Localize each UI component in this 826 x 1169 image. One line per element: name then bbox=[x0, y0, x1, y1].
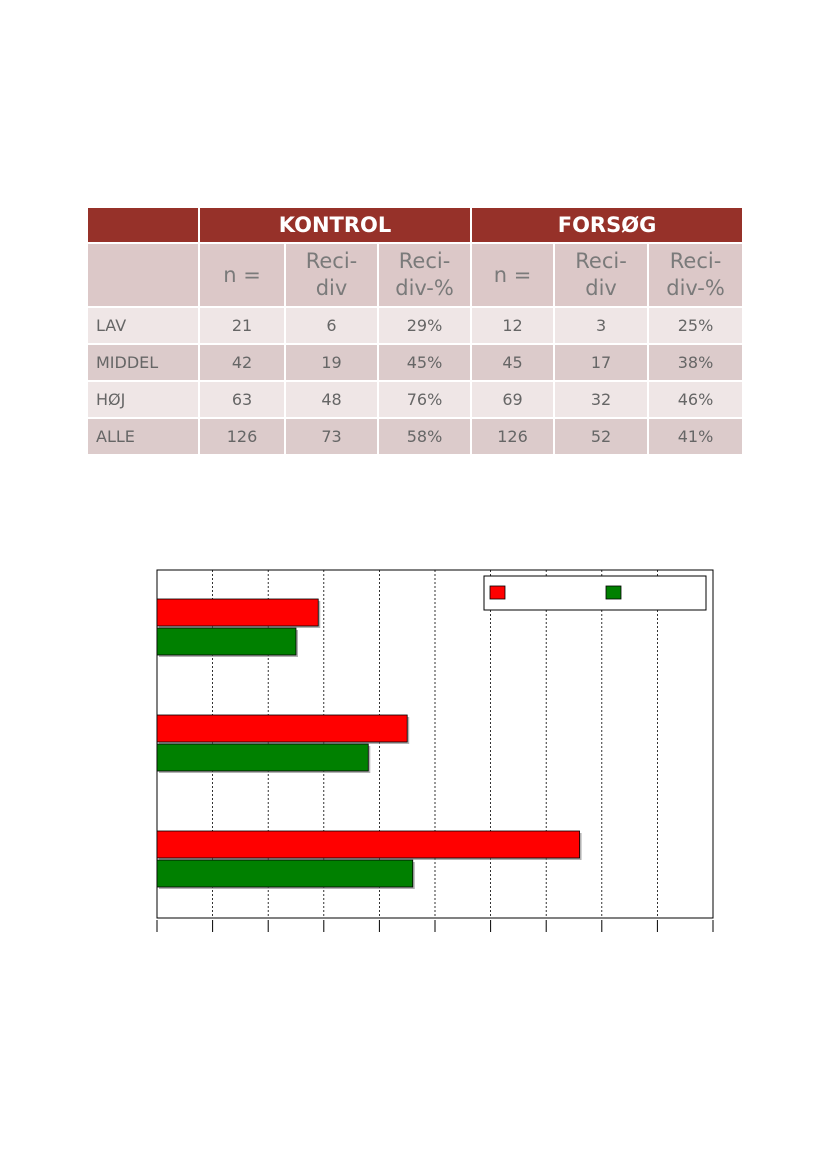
subheader-recidiv-line2: div bbox=[315, 276, 348, 300]
subheader-corner-cell bbox=[86, 242, 200, 308]
table-cell: 29% bbox=[376, 306, 473, 345]
subheader-recidiv-line1: Reci- bbox=[575, 249, 627, 273]
subheader-forsog-n: n = bbox=[470, 242, 556, 308]
subheader-recidiv-line2: div bbox=[585, 276, 617, 300]
table-cell: 6 bbox=[284, 306, 379, 345]
table-cell: 73 bbox=[284, 417, 379, 456]
subheader-n-label: n = bbox=[493, 262, 532, 287]
table-cell: 17 bbox=[553, 343, 650, 382]
subheader-pct-line1: Reci- bbox=[398, 249, 451, 273]
table-cell: 19 bbox=[284, 343, 379, 382]
subheader-pct-line2: div-% bbox=[666, 276, 725, 300]
bar bbox=[156, 830, 580, 859]
table-cell: 32 bbox=[553, 380, 650, 419]
subheader-recidiv-line1: Reci- bbox=[305, 249, 358, 273]
subheader-kontrol-n: n = bbox=[198, 242, 286, 308]
group-header-kontrol: KONTROL bbox=[197, 206, 473, 244]
table-cell: 12 bbox=[470, 306, 556, 345]
group-header-forsog: FORSØG bbox=[470, 206, 745, 244]
legend-box bbox=[483, 575, 707, 611]
table-cell: 42 bbox=[198, 343, 286, 382]
subheader-n-label: n = bbox=[223, 262, 261, 287]
table-cell: 3 bbox=[553, 306, 650, 345]
table-row: HØJ 63 48 76% 69 32 46% bbox=[86, 380, 745, 419]
subheader-row: n = Reci-div Reci-div-% n = Reci-div Rec… bbox=[86, 242, 745, 308]
row-label: ALLE bbox=[86, 417, 200, 456]
legend-swatch bbox=[605, 585, 622, 600]
bar bbox=[156, 627, 297, 656]
subheader-kontrol-pct: Reci-div-% bbox=[376, 242, 473, 308]
subheader-forsog-recidiv: Reci-div bbox=[553, 242, 650, 308]
table-cell: 45 bbox=[470, 343, 556, 382]
subheader-forsog-pct: Reci-div-% bbox=[647, 242, 745, 308]
table-row: MIDDEL 42 19 45% 45 17 38% bbox=[86, 343, 745, 382]
table-row: LAV 21 6 29% 12 3 25% bbox=[86, 306, 745, 345]
table-cell: 126 bbox=[470, 417, 556, 456]
header-corner-cell bbox=[86, 206, 200, 244]
row-label: MIDDEL bbox=[86, 343, 200, 382]
table-cell: 48 bbox=[284, 380, 379, 419]
bar bbox=[156, 859, 414, 888]
row-label: HØJ bbox=[86, 380, 200, 419]
subheader-pct-line2: div-% bbox=[395, 276, 454, 300]
subheader-pct-line1: Reci- bbox=[669, 249, 722, 273]
table-cell: 126 bbox=[198, 417, 286, 456]
table-cell: 41% bbox=[647, 417, 745, 456]
table-cell: 63 bbox=[198, 380, 286, 419]
table-cell: 38% bbox=[647, 343, 745, 382]
recidiv-table: KONTROL FORSØG n = Reci-div Reci-div-% n… bbox=[86, 206, 745, 456]
group-header-row: KONTROL FORSØG bbox=[86, 206, 745, 244]
table-cell: 52 bbox=[553, 417, 650, 456]
subheader-kontrol-recidiv: Reci-div bbox=[284, 242, 379, 308]
table-cell: 46% bbox=[647, 380, 745, 419]
table-cell: 69 bbox=[470, 380, 556, 419]
table-row: ALLE 126 73 58% 126 52 41% bbox=[86, 417, 745, 456]
table-cell: 58% bbox=[376, 417, 473, 456]
row-label: LAV bbox=[86, 306, 200, 345]
bar bbox=[156, 598, 319, 627]
bar bbox=[156, 714, 408, 743]
table-cell: 21 bbox=[198, 306, 286, 345]
bar bbox=[156, 743, 369, 772]
table-cell: 25% bbox=[647, 306, 745, 345]
table-cell: 76% bbox=[376, 380, 473, 419]
table-cell: 45% bbox=[376, 343, 473, 382]
legend-swatch bbox=[489, 585, 506, 600]
